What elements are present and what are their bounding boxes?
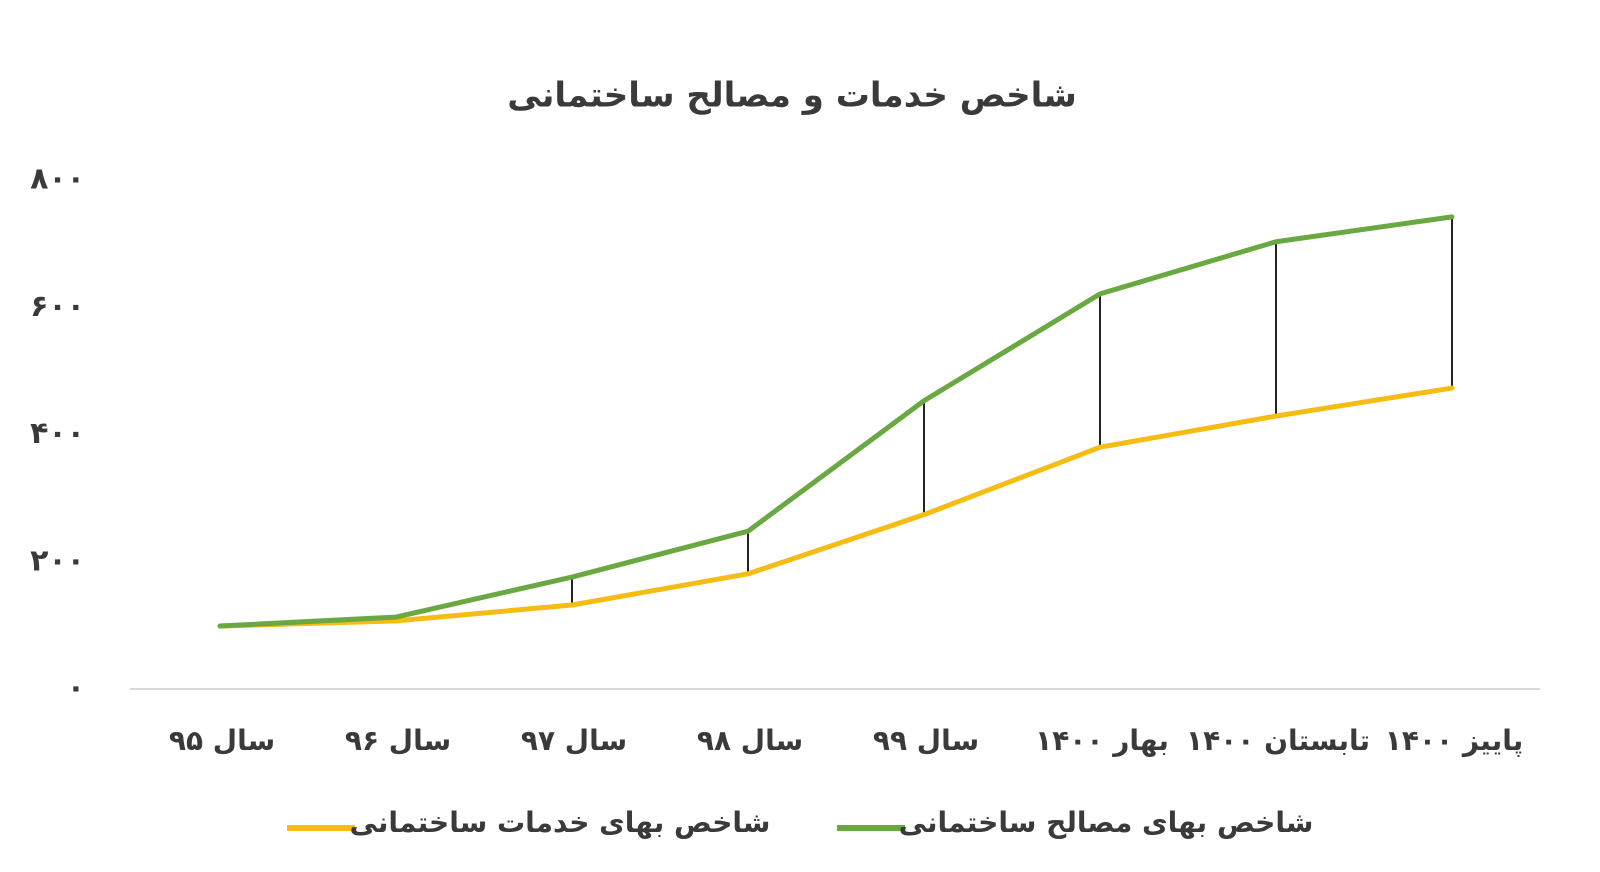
x-tick-label: سال ۹۵ (169, 724, 275, 757)
y-tick-label: ۶۰۰ (30, 289, 85, 324)
x-tick-label: سال ۹۶ (345, 724, 451, 757)
x-tick-label: تابستان ۱۴۰۰ (1186, 724, 1370, 757)
series-line (217, 385, 1455, 629)
legend-label: شاخص بهای خدمات ساختمانی (350, 806, 771, 839)
y-tick-label: ۴۰۰ (30, 416, 85, 451)
y-tick-label: ۰ (67, 671, 85, 706)
chart-title: شاخص خدمات و مصالح ساختمانی (507, 76, 1077, 116)
x-tick-label: سال ۹۷ (521, 724, 627, 757)
x-tick-label: بهار ۱۴۰۰ (1035, 724, 1169, 757)
x-tick-label: سال ۹۹ (873, 724, 979, 757)
y-tick-label: ۲۰۰ (30, 543, 85, 578)
series-line (217, 214, 1455, 629)
legend-label: شاخص بهای مصالح ساختمانی (899, 806, 1314, 839)
x-tick-label: سال ۹۸ (697, 724, 803, 757)
y-tick-label: ۸۰۰ (30, 162, 85, 197)
x-tick-label: پاییز ۱۴۰۰ (1385, 724, 1524, 757)
